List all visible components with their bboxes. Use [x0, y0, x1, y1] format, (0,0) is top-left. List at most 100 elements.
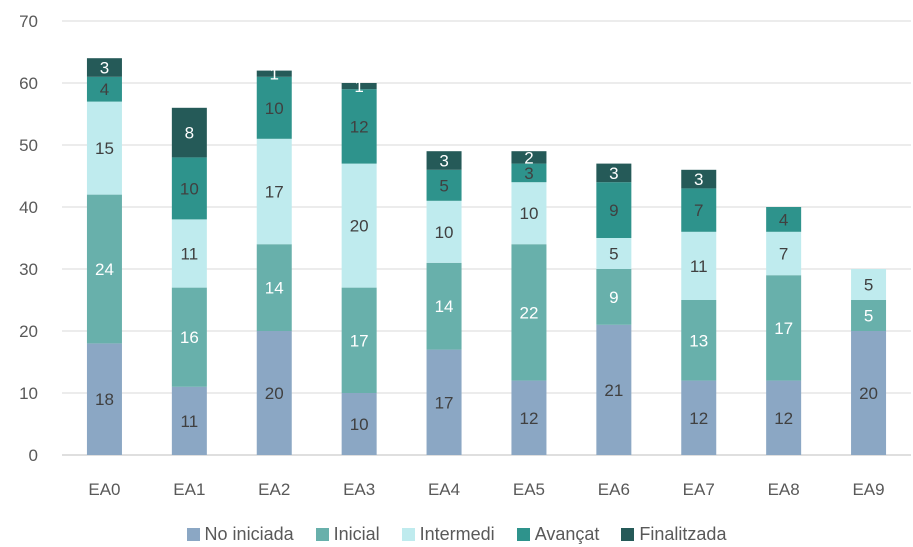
- bar-segment: [596, 324, 632, 455]
- bar-segment: [511, 163, 547, 183]
- bar-segment: [851, 331, 887, 455]
- data-label: 10: [435, 223, 454, 242]
- bar-segment: [596, 238, 632, 269]
- legend-swatch: [186, 528, 200, 541]
- bar-segment: [256, 331, 292, 455]
- data-label: 5: [864, 276, 873, 295]
- bar-segment: [256, 244, 292, 331]
- data-labels: 1824154311161110820141710110172012117141…: [95, 59, 878, 435]
- bar-segment: [86, 58, 122, 77]
- bar-segment: [681, 380, 717, 455]
- data-label: 14: [265, 279, 284, 298]
- data-label: 3: [100, 59, 109, 78]
- y-tick-label: 10: [19, 384, 38, 403]
- bar-segment: [341, 89, 377, 164]
- x-tick-label: EA3: [343, 480, 375, 499]
- legend-item: Inicial: [315, 524, 380, 545]
- legend-label: Intermedi: [419, 524, 495, 544]
- data-label: 12: [689, 409, 708, 428]
- data-label: 20: [859, 384, 878, 403]
- data-label: 10: [350, 415, 369, 434]
- bar-segment: [341, 83, 377, 90]
- y-axis: 0 10 20 30 40 50 60 70: [19, 12, 38, 465]
- bar-segment: [171, 219, 207, 288]
- bar-segment: [511, 182, 547, 245]
- legend-item: No iniciada: [186, 524, 294, 545]
- legend-swatch: [315, 528, 329, 541]
- y-tick-label: 60: [19, 74, 38, 93]
- data-label: 1: [270, 65, 279, 84]
- data-label: 20: [350, 217, 369, 236]
- bar-segment: [256, 70, 292, 77]
- bar-segment: [256, 76, 292, 139]
- bar-segment: [86, 343, 122, 455]
- data-label: 4: [100, 80, 109, 99]
- data-label: 15: [95, 139, 114, 158]
- data-label: 10: [519, 204, 538, 223]
- bar-segment: [86, 194, 122, 344]
- data-label: 12: [350, 117, 369, 136]
- data-label: 3: [609, 164, 618, 183]
- bar-segment: [171, 157, 207, 220]
- y-tick-label: 40: [19, 198, 38, 217]
- data-label: 12: [519, 409, 538, 428]
- legend-label: Avançat: [534, 524, 600, 544]
- x-tick-label: EA6: [598, 480, 630, 499]
- data-label: 12: [774, 409, 793, 428]
- y-tick-label: 20: [19, 322, 38, 341]
- bar-segment: [681, 300, 717, 381]
- bar-segment: [341, 287, 377, 393]
- data-label: 4: [779, 210, 788, 229]
- bar-segment: [511, 380, 547, 455]
- legend-label: Inicial: [333, 524, 380, 544]
- bars: [86, 58, 887, 455]
- bar-segment: [86, 101, 122, 195]
- x-axis: EA0 EA1 EA2 EA3 EA4 EA5 EA6 EA7 EA8 EA9: [88, 480, 884, 499]
- bar-segment: [426, 151, 462, 170]
- data-label: 3: [439, 152, 448, 171]
- bar-segment: [851, 269, 887, 300]
- y-tick-label: 0: [29, 446, 38, 465]
- legend-swatch: [621, 528, 635, 541]
- bar-segment: [341, 163, 377, 288]
- data-label: 7: [779, 245, 788, 264]
- x-tick-label: EA5: [513, 480, 545, 499]
- data-label: 20: [265, 384, 284, 403]
- x-tick-label: EA8: [768, 480, 800, 499]
- y-tick-label: 50: [19, 136, 38, 155]
- legend-item: Intermedi: [401, 524, 495, 545]
- bar-segment: [766, 231, 802, 276]
- data-label: 22: [519, 303, 538, 322]
- legend-label: Finalitzada: [639, 524, 727, 544]
- data-label: 7: [694, 201, 703, 220]
- data-label: 5: [609, 245, 618, 264]
- data-label: 16: [180, 328, 199, 347]
- bar-segment: [596, 163, 632, 183]
- bar-segment: [86, 76, 122, 102]
- data-label: 10: [265, 99, 284, 118]
- bar-segment: [766, 275, 802, 381]
- bar-segment: [426, 262, 462, 350]
- bar-segment: [426, 349, 462, 455]
- data-label: 11: [690, 257, 708, 276]
- data-label: 18: [95, 390, 114, 409]
- x-tick-label: EA1: [173, 480, 205, 499]
- data-label: 5: [439, 176, 448, 195]
- y-tick-label: 30: [19, 260, 38, 279]
- bar-segment: [341, 393, 377, 455]
- bar-segment: [171, 287, 207, 387]
- data-label: 9: [609, 288, 618, 307]
- legend-label: No iniciada: [204, 524, 294, 544]
- x-tick-label: EA0: [88, 480, 120, 499]
- y-tick-label: 70: [19, 12, 38, 31]
- legend-swatch: [516, 528, 530, 541]
- data-label: 2: [524, 148, 533, 167]
- x-tick-label: EA4: [428, 480, 460, 499]
- data-label: 3: [694, 170, 703, 189]
- data-label: 17: [265, 183, 284, 202]
- bar-segment: [766, 207, 802, 232]
- data-label: 5: [864, 307, 873, 326]
- data-label: 14: [435, 297, 454, 316]
- bar-segment: [511, 244, 547, 381]
